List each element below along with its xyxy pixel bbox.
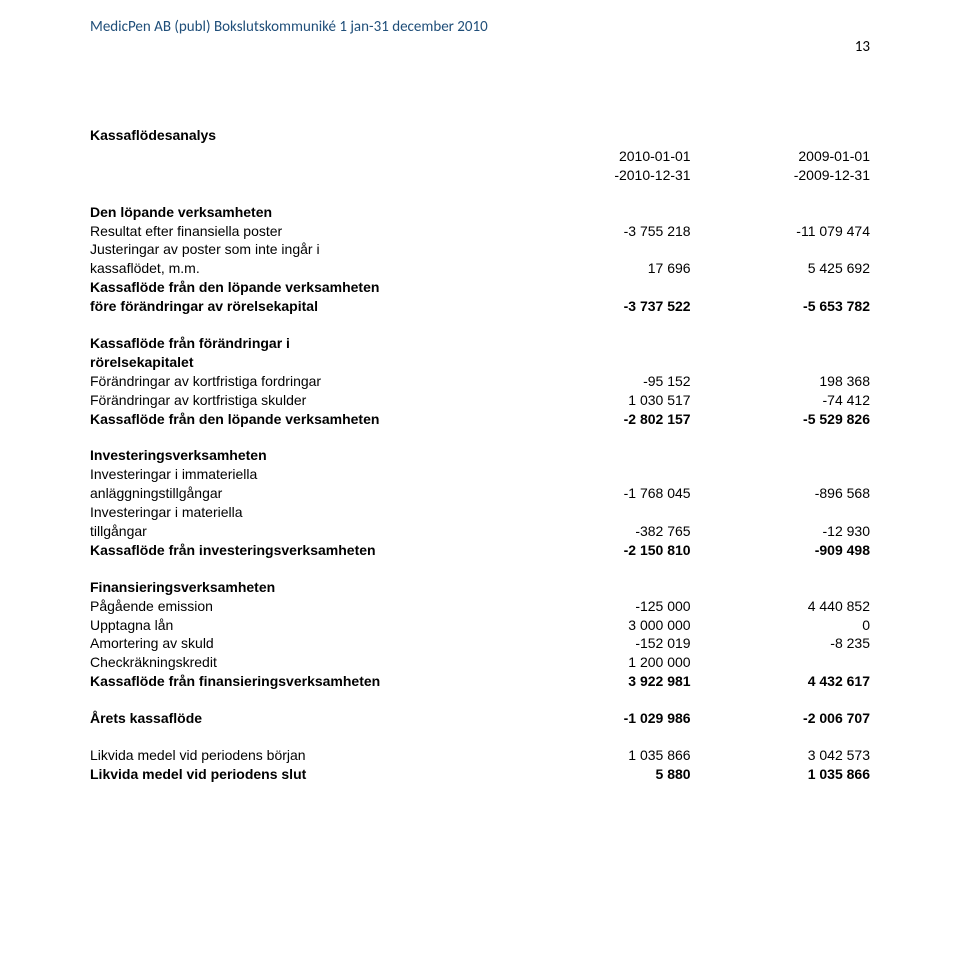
invest-heading: Investeringsverksamheten: [90, 428, 511, 465]
table-row: Resultat efter finansiella poster -3 755…: [90, 222, 870, 241]
row-value: 17 696: [511, 259, 690, 278]
row-value: -3 737 522: [511, 297, 690, 316]
row-value: [691, 653, 870, 672]
operating-heading: Den löpande verksamheten: [90, 185, 511, 222]
row-value: 5 425 692: [691, 259, 870, 278]
table-row: Den löpande verksamheten: [90, 185, 870, 222]
row-value: -2 802 157: [511, 410, 690, 429]
row-label: tillgångar: [90, 522, 511, 541]
row-label: anläggningstillgångar: [90, 484, 511, 503]
row-label: kassaflödet, m.m.: [90, 259, 511, 278]
row-value: 5 880: [511, 765, 690, 784]
table-row: tillgångar -382 765 -12 930: [90, 522, 870, 541]
table-row: kassaflödet, m.m. 17 696 5 425 692: [90, 259, 870, 278]
cashflow-table: 2010-01-01 2009-01-01 -2010-12-31 -2009-…: [90, 147, 870, 784]
row-label: Förändringar av kortfristiga fordringar: [90, 372, 511, 391]
table-row: Kassaflöde från den löpande verksamheten: [90, 278, 870, 297]
col1-period-bot: -2010-12-31: [511, 166, 690, 185]
row-label: Kassaflöde från den löpande verksamheten: [90, 410, 511, 429]
period-row-top: 2010-01-01 2009-01-01: [90, 147, 870, 166]
table-row: Förändringar av kortfristiga skulder 1 0…: [90, 391, 870, 410]
row-value: -74 412: [691, 391, 870, 410]
table-row: Likvida medel vid periodens början 1 035…: [90, 728, 870, 765]
wc-heading-a: Kassaflöde från förändringar i: [90, 316, 511, 353]
table-row: Investeringar i immateriella: [90, 465, 870, 484]
row-value: 3 042 573: [691, 728, 870, 765]
row-value: 0: [691, 616, 870, 635]
col2-period-top: 2009-01-01: [691, 147, 870, 166]
col1-period-top: 2010-01-01: [511, 147, 690, 166]
row-label: Upptagna lån: [90, 616, 511, 635]
row-label: Kassaflöde från finansieringsverksamhete…: [90, 672, 511, 691]
table-row: Kassaflöde från förändringar i: [90, 316, 870, 353]
row-value: 1 035 866: [691, 765, 870, 784]
row-value: 1 200 000: [511, 653, 690, 672]
table-row: Amortering av skuld -152 019 -8 235: [90, 634, 870, 653]
table-row: Likvida medel vid periodens slut 5 880 1…: [90, 765, 870, 784]
row-value: -3 755 218: [511, 222, 690, 241]
table-row: anläggningstillgångar -1 768 045 -896 56…: [90, 484, 870, 503]
row-value: -125 000: [511, 597, 690, 616]
row-label: Checkräkningskredit: [90, 653, 511, 672]
row-label: före förändringar av rörelsekapital: [90, 297, 511, 316]
row-value: 3 922 981: [511, 672, 690, 691]
page: MedicPen AB (publ) Bokslutskommuniké 1 j…: [0, 0, 960, 968]
row-value: -1 029 986: [511, 691, 690, 728]
report-title: Kassaflödesanalys: [90, 126, 870, 145]
page-number: 13: [855, 38, 870, 56]
row-label: Likvida medel vid periodens början: [90, 728, 511, 765]
table-row: Kassaflöde från investeringsverksamheten…: [90, 541, 870, 560]
table-row: rörelsekapitalet: [90, 353, 870, 372]
row-label: Kassaflöde från investeringsverksamheten: [90, 541, 511, 560]
row-value: -2 150 810: [511, 541, 690, 560]
row-label: Likvida medel vid periodens slut: [90, 765, 511, 784]
document-header: MedicPen AB (publ) Bokslutskommuniké 1 j…: [90, 18, 870, 36]
table-row: Investeringsverksamheten: [90, 428, 870, 465]
table-row: Investeringar i materiella: [90, 503, 870, 522]
row-value: 198 368: [691, 372, 870, 391]
table-row: Årets kassaflöde -1 029 986 -2 006 707: [90, 691, 870, 728]
row-value: -1 768 045: [511, 484, 690, 503]
row-label: Resultat efter finansiella poster: [90, 222, 511, 241]
table-row: Förändringar av kortfristiga fordringar …: [90, 372, 870, 391]
row-value: 1 030 517: [511, 391, 690, 410]
row-value: -95 152: [511, 372, 690, 391]
row-value: -2 006 707: [691, 691, 870, 728]
row-value: -152 019: [511, 634, 690, 653]
row-label: Kassaflöde från den löpande verksamheten: [90, 278, 511, 297]
table-row: Kassaflöde från den löpande verksamheten…: [90, 410, 870, 429]
table-row: före förändringar av rörelsekapital -3 7…: [90, 297, 870, 316]
row-value: 4 432 617: [691, 672, 870, 691]
period-row-bottom: -2010-12-31 -2009-12-31: [90, 166, 870, 185]
year-cashflow-label: Årets kassaflöde: [90, 691, 511, 728]
report-content: Kassaflödesanalys 2010-01-01 2009-01-01 …: [90, 126, 870, 784]
row-value: -8 235: [691, 634, 870, 653]
row-value: 4 440 852: [691, 597, 870, 616]
row-label: Förändringar av kortfristiga skulder: [90, 391, 511, 410]
row-label: Pågående emission: [90, 597, 511, 616]
table-row: Justeringar av poster som inte ingår i: [90, 240, 870, 259]
row-value: -12 930: [691, 522, 870, 541]
row-label: Investeringar i materiella: [90, 503, 511, 522]
wc-heading-b: rörelsekapitalet: [90, 353, 511, 372]
row-value: -11 079 474: [691, 222, 870, 241]
table-row: Finansieringsverksamheten: [90, 560, 870, 597]
row-label: Justeringar av poster som inte ingår i: [90, 240, 511, 259]
table-row: Pågående emission -125 000 4 440 852: [90, 597, 870, 616]
row-value: -5 653 782: [691, 297, 870, 316]
row-label: Investeringar i immateriella: [90, 465, 511, 484]
table-row: Checkräkningskredit 1 200 000: [90, 653, 870, 672]
row-value: 1 035 866: [511, 728, 690, 765]
fin-heading: Finansieringsverksamheten: [90, 560, 511, 597]
row-label: Amortering av skuld: [90, 634, 511, 653]
col2-period-bot: -2009-12-31: [691, 166, 870, 185]
row-value: -909 498: [691, 541, 870, 560]
row-value: 3 000 000: [511, 616, 690, 635]
row-value: -382 765: [511, 522, 690, 541]
table-row: Kassaflöde från finansieringsverksamhete…: [90, 672, 870, 691]
table-row: Upptagna lån 3 000 000 0: [90, 616, 870, 635]
row-value: -896 568: [691, 484, 870, 503]
row-value: -5 529 826: [691, 410, 870, 429]
